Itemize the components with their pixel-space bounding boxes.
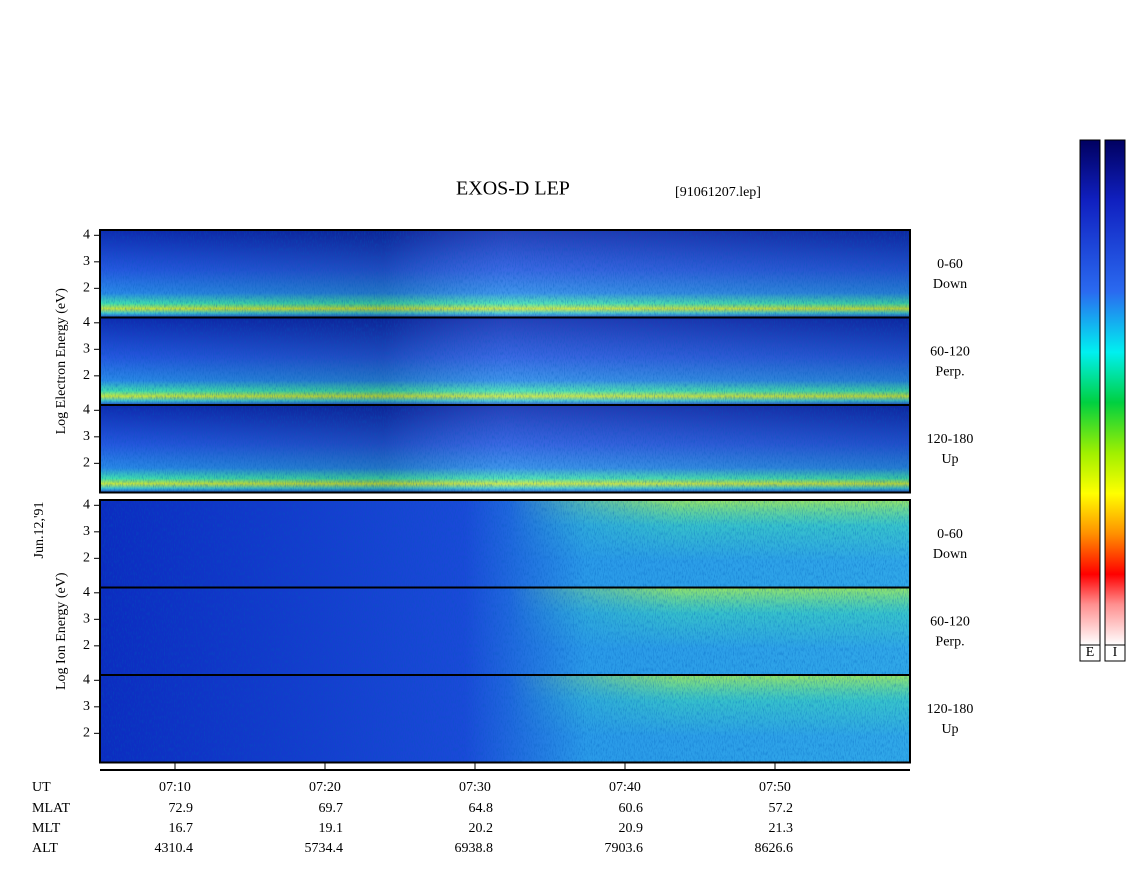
panel-label: 0-60 [937,527,963,542]
y-tick-label: 4 [83,403,90,418]
row-value: 8626.6 [755,841,794,856]
y-tick-label: 2 [83,456,90,471]
y-axis-label: Log Ion Energy (eV) [54,572,69,690]
y-tick-label: 3 [83,612,90,627]
row-name: MLAT [32,801,71,816]
row-value: 5734.4 [305,841,344,856]
y-tick-label: 3 [83,342,90,357]
panel-frame [99,404,911,494]
row-value: 20.2 [469,821,494,836]
spectrogram-noise [100,317,910,405]
row-value: 16.7 [169,821,194,836]
date-label: Jun.12,'91 [32,502,47,559]
chart-title: EXOS-D LEP [456,178,570,200]
y-tick-label: 2 [83,638,90,653]
colorbar-label-box [1079,644,1101,662]
panel-label: Down [933,277,967,292]
row-name: MLT [32,821,61,836]
row-value: 60.6 [619,801,644,816]
file-name: [91061207.lep] [675,185,761,200]
spectrogram-noise [100,587,910,675]
panel-label: Perp. [935,635,964,650]
spectrogram-noise [100,675,910,763]
colorbar [1079,139,1101,646]
panel-label: Down [933,547,967,562]
y-tick-label: 2 [83,368,90,383]
y-tick-label: 3 [83,524,90,539]
colorbar-label: E [1086,645,1095,660]
y-tick-label: 2 [83,726,90,741]
spectrogram-noise [100,500,910,588]
row-value: 21.3 [769,821,794,836]
panel-label: 120-180 [927,432,974,447]
y-tick-label: 4 [83,498,90,513]
x-tick-label: 07:20 [309,780,341,795]
row-value: 20.9 [619,821,644,836]
panel-label: Up [941,452,958,467]
panel-label: 0-60 [937,257,963,272]
y-tick-label: 3 [83,254,90,269]
colorbar-label-box [1104,644,1126,662]
row-value: 57.2 [769,801,794,816]
x-tick-label: 07:40 [609,780,641,795]
y-tick-label: 3 [83,699,90,714]
x-tick-label: 07:30 [459,780,491,795]
panel-label: 120-180 [927,702,974,717]
colorbar-label: I [1113,645,1118,660]
row-value: 6938.8 [455,841,494,856]
y-tick-label: 4 [83,315,90,330]
row-value: 72.9 [169,801,194,816]
y-tick-label: 2 [83,551,90,566]
y-tick-label: 4 [83,228,90,243]
row-value: 4310.4 [155,841,194,856]
panel-frame [99,674,911,764]
y-tick-label: 4 [83,585,90,600]
panel-label: Perp. [935,365,964,380]
row-value: 64.8 [469,801,494,816]
y-tick-label: 4 [83,673,90,688]
row-value: 7903.6 [605,841,644,856]
panel-label: Up [941,722,958,737]
x-tick-label: 07:50 [759,780,791,795]
y-axis-label: Log Electron Energy (eV) [54,288,69,435]
colorbar [1104,139,1126,646]
spectrogram-noise [100,405,910,493]
y-tick-label: 2 [83,281,90,296]
panel-label: 60-120 [930,345,970,360]
y-tick-label: 3 [83,429,90,444]
row-name: UT [32,780,51,795]
row-value: 69.7 [319,801,344,816]
x-tick-label: 07:10 [159,780,191,795]
row-value: 19.1 [319,821,344,836]
spectrogram-noise [100,230,910,318]
row-name: ALT [32,841,58,856]
panel-label: 60-120 [930,615,970,630]
